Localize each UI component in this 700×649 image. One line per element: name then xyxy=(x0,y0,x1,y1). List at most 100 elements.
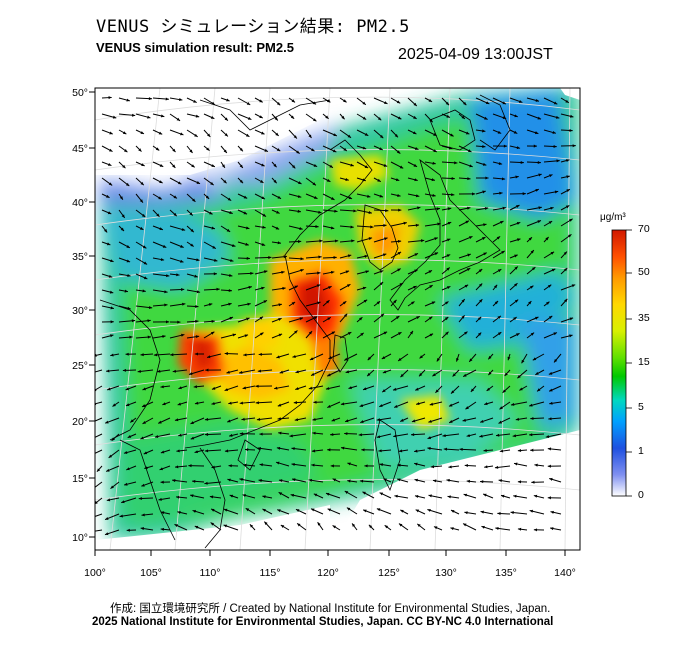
wind-arrow-head xyxy=(142,245,147,249)
wind-arrow-head xyxy=(483,223,487,227)
wind-arrow-head xyxy=(420,239,425,243)
wind-arrow-head xyxy=(564,298,568,303)
wind-arrow-head xyxy=(157,369,161,373)
wind-arrow-head xyxy=(91,437,94,440)
wind-arrow-head xyxy=(566,159,570,163)
wind-arrow-head xyxy=(159,163,164,167)
wind-arrow-head xyxy=(210,181,214,186)
wind-arrow xyxy=(95,417,103,422)
wind-arrow-head xyxy=(482,129,486,133)
wind-arrow-head xyxy=(283,255,287,259)
wind-arrow-head xyxy=(449,419,453,423)
wind-arrow-head xyxy=(308,478,312,482)
wind-arrow-head xyxy=(537,220,541,224)
wind-arrow-head xyxy=(127,434,132,438)
wind-arrow-head xyxy=(445,301,449,305)
colorbar xyxy=(611,229,627,497)
wind-arrow-head xyxy=(413,102,417,107)
wind-arrow-head xyxy=(342,301,347,305)
wind-arrow-head xyxy=(428,270,433,274)
wind-arrow-head xyxy=(428,494,432,498)
wind-arrow-head xyxy=(246,102,251,105)
wind-arrow-head xyxy=(379,492,384,496)
wind-arrow-head xyxy=(394,133,398,138)
wind-arrow-head xyxy=(295,509,300,513)
wind-arrow-head xyxy=(143,276,148,280)
wind-arrow-head xyxy=(451,176,455,181)
wind-arrow-head xyxy=(461,115,465,119)
wind-arrow-head xyxy=(110,259,114,263)
wind-arrow-head xyxy=(143,261,148,265)
wind-arrow-head xyxy=(538,173,542,177)
wind-arrow-head xyxy=(450,133,454,137)
wind-arrow-head xyxy=(312,431,316,435)
wind-arrow-head xyxy=(119,514,123,518)
wind-arrow-head xyxy=(172,148,176,153)
wind-arrow-head xyxy=(436,357,440,362)
wind-arrow-head xyxy=(126,98,130,102)
wind-arrow-head xyxy=(384,525,389,529)
wind-arrow-head xyxy=(362,116,367,120)
wind-arrow-head xyxy=(432,193,436,197)
wind-arrow-head xyxy=(229,433,233,437)
wind-arrow-head xyxy=(194,401,199,405)
wind-arrow-head xyxy=(432,161,436,165)
wind-arrow-head xyxy=(193,385,198,389)
lon-tick-label: 105° xyxy=(140,567,162,579)
wind-arrow-head xyxy=(340,402,345,406)
wind-arrow-head xyxy=(554,190,559,194)
wind-arrow-head xyxy=(109,131,113,135)
wind-arrow-head xyxy=(548,221,553,225)
wind-arrow-head xyxy=(376,508,381,512)
wind-arrow-head xyxy=(172,164,176,168)
wind-arrow-head xyxy=(226,370,230,374)
wind-arrow-head xyxy=(276,102,281,106)
wind-arrow-head xyxy=(213,272,217,276)
wind-arrow-head xyxy=(383,331,388,335)
wind-arrow-head xyxy=(279,370,284,374)
wind-arrow-head xyxy=(395,316,400,320)
wind-arrow-head xyxy=(501,494,505,498)
wind-arrow-head xyxy=(443,447,447,451)
wind-arrow-head xyxy=(243,463,247,467)
wind-arrow-head xyxy=(158,196,162,200)
wind-arrow-head xyxy=(243,353,247,357)
wind-arrow-head xyxy=(292,478,296,482)
wind-arrow-head xyxy=(555,115,560,119)
wind-arrow-head xyxy=(178,386,182,390)
wind-arrow-head xyxy=(160,385,164,389)
wind-arrow-head xyxy=(111,437,115,441)
wind-arrow-head xyxy=(311,508,315,512)
lon-tick-label: 120° xyxy=(317,567,339,579)
lat-tick-label: 30° xyxy=(72,305,88,317)
wind-arrow-head xyxy=(394,494,398,498)
wind-arrow-head xyxy=(464,331,468,335)
wind-arrow-head xyxy=(211,319,215,323)
wind-arrow-head xyxy=(177,511,181,514)
wind-arrow-head xyxy=(482,237,486,240)
wind-arrow-head xyxy=(192,509,197,513)
wind-arrow-head xyxy=(120,227,125,231)
pm25-map: 100° 105° 110° 115° 120° 125° 130° 135° 140° 50°… xyxy=(72,87,632,579)
wind-arrow-head xyxy=(466,268,471,272)
wind-arrow-head xyxy=(530,448,534,452)
lat-tick-label: 50° xyxy=(72,87,88,99)
wind-arrow-head xyxy=(448,403,453,407)
wind-arrow-head xyxy=(228,289,232,293)
wind-arrow-head xyxy=(170,353,174,357)
wind-arrow-head xyxy=(230,258,234,262)
wind-arrow-head xyxy=(311,372,315,376)
wind-arrow-head xyxy=(442,434,446,438)
wind-arrow-head xyxy=(398,208,402,212)
wind-arrow-head xyxy=(456,358,459,362)
wind-arrow-head xyxy=(195,304,199,309)
wind-arrow-head xyxy=(126,244,130,248)
lat-tick-label: 20° xyxy=(72,416,88,428)
wind-arrow-head xyxy=(278,333,283,337)
wind-arrow-head xyxy=(119,196,123,200)
wind-arrow-head xyxy=(446,254,451,258)
wind-arrow-head xyxy=(276,446,281,450)
wind-arrow-head xyxy=(156,213,160,217)
wind-arrow-head xyxy=(459,447,463,451)
wind-arrow-head xyxy=(142,289,146,293)
